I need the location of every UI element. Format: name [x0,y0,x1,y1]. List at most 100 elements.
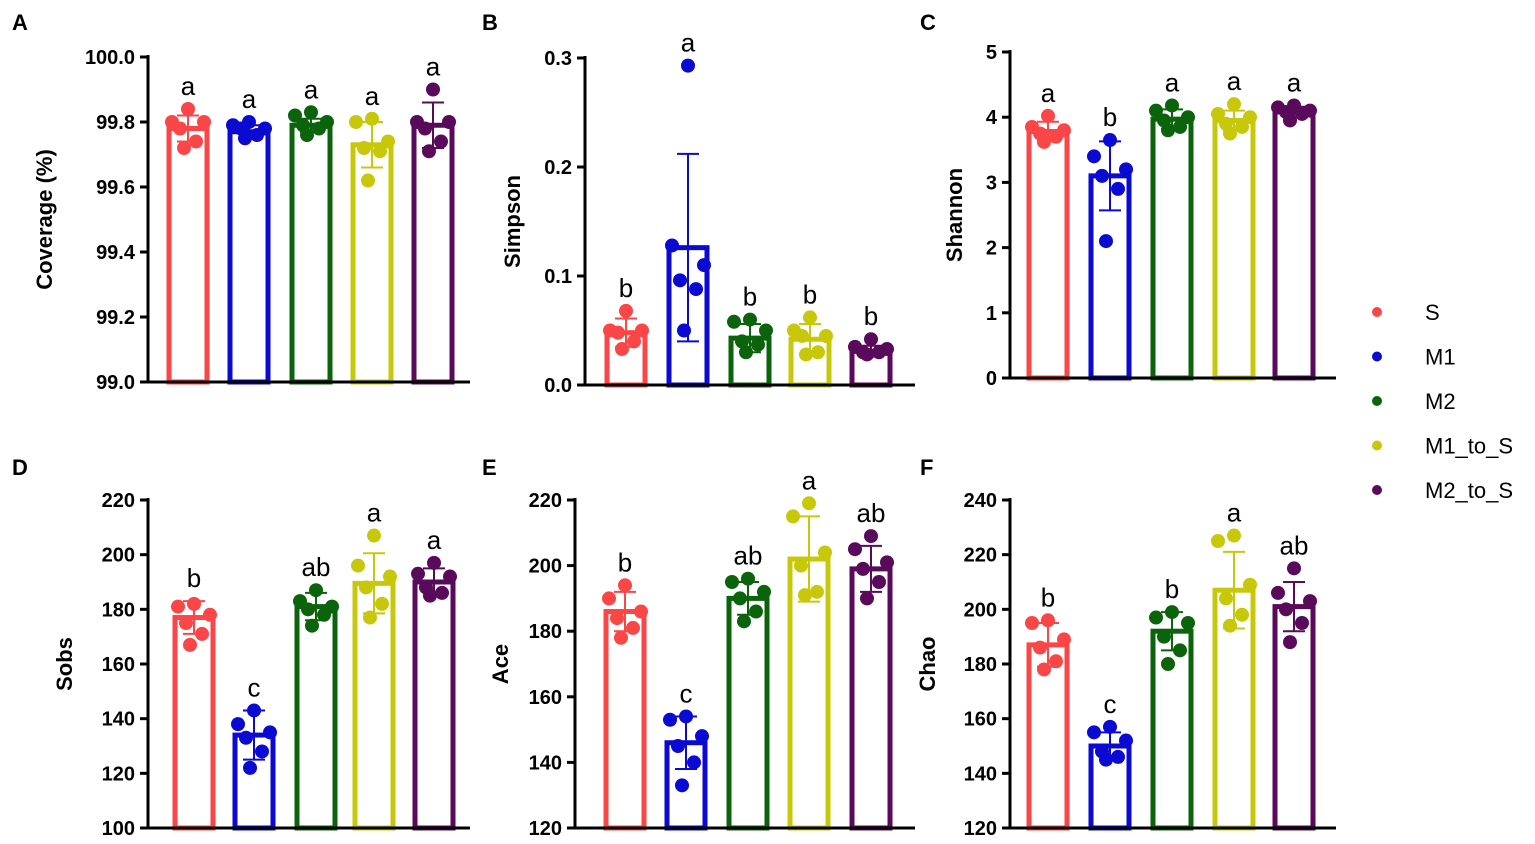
data-point [759,323,773,338]
data-point [614,630,628,645]
panel-F: F Chao 120 140 160 180 200 220 240 b c b a ab [915,455,1336,840]
legend-label: S [1425,300,1440,325]
data-point [727,314,741,329]
y-tick-label: 99.0 [96,372,135,394]
data-point [1173,119,1187,134]
data-point [250,128,264,142]
data-point [795,328,809,343]
bar-S [166,126,210,385]
data-point [1111,181,1125,196]
significance-letter: a [802,465,817,495]
y-tick-label: 220 [102,490,135,512]
data-point [741,571,755,586]
data-point [1181,616,1195,630]
data-point [423,588,437,603]
y-tick-label: 160 [102,654,135,676]
data-point [383,569,397,584]
data-point [1181,110,1195,125]
data-point [872,575,886,589]
y-axis-label: Sobs [52,637,77,691]
significance-letter: a [304,74,319,104]
data-point [171,599,185,614]
data-point [1099,234,1113,249]
data-point [434,134,448,149]
y-tick-label: 160 [529,687,562,709]
data-point [1295,106,1309,121]
y-tick-label: 120 [529,818,562,840]
data-point [611,325,625,340]
y-tick-label: 200 [964,599,997,621]
data-point [1235,119,1249,134]
significance-letter: a [426,52,441,82]
data-point [1303,594,1317,609]
data-point [239,730,253,745]
y-tick-label: 200 [529,556,562,578]
panel-E: E Ace 120 140 160 180 200 220 b c ab a ab [482,455,915,840]
data-point [1243,577,1257,592]
data-point [1149,610,1163,625]
data-point [725,575,739,589]
panel-label: C [920,10,936,35]
data-point [848,542,862,557]
y-tick-label: 100 [102,818,135,840]
y-tick-label: 140 [102,709,135,731]
data-point [1103,133,1117,148]
significance-letter: ab [857,498,886,528]
data-point [1243,110,1257,125]
data-point [749,604,763,619]
data-point [411,566,425,581]
data-point [238,131,252,146]
data-point [1041,613,1055,628]
significance-letter: b [864,301,878,331]
data-point [317,607,331,622]
data-point [426,82,440,97]
data-point [309,583,323,598]
significance-letter: b [1041,582,1055,612]
data-point [373,144,387,159]
significance-letter: a [427,525,442,555]
data-point [1283,635,1297,650]
data-point [743,312,757,327]
data-point [375,596,389,611]
data-point [786,509,800,524]
y-tick-label: 120 [964,818,997,840]
data-point [811,345,825,360]
data-point [689,282,703,297]
data-point [695,729,709,744]
y-tick-label: 160 [964,709,997,731]
data-point [819,328,833,343]
legend-marker [1372,351,1382,362]
data-point [177,141,191,155]
data-point [1087,725,1101,740]
data-point [435,585,449,600]
y-axis-label: Coverage (%) [32,149,57,290]
significance-letter: a [1287,67,1302,97]
data-point [1111,749,1125,764]
data-point [181,102,195,116]
data-point [263,725,277,740]
significance-letter: a [242,84,257,114]
data-point [1165,98,1179,113]
panel-label: F [920,455,933,480]
data-point [247,703,261,718]
significance-letter: b [743,282,757,312]
significance-letter: ab [302,552,331,582]
y-tick-label: 99.4 [96,242,136,264]
y-tick-label: 180 [964,654,997,676]
bar-M2_to_S [849,566,893,831]
y-tick-label: 4 [986,107,998,129]
y-tick-label: 180 [102,599,135,621]
data-point [422,144,436,159]
significance-letter: b [1103,102,1117,132]
significance-letter: a [1041,78,1056,108]
data-point [1087,149,1101,164]
data-point [602,591,616,606]
significance-letter: c [1104,689,1117,719]
y-tick-label: 220 [964,545,997,567]
y-tick-label: 0.1 [544,266,572,288]
panel-label: E [482,455,497,480]
data-point [1235,607,1249,622]
data-point [1223,126,1237,141]
data-point [1227,97,1241,112]
data-point [1049,654,1063,669]
